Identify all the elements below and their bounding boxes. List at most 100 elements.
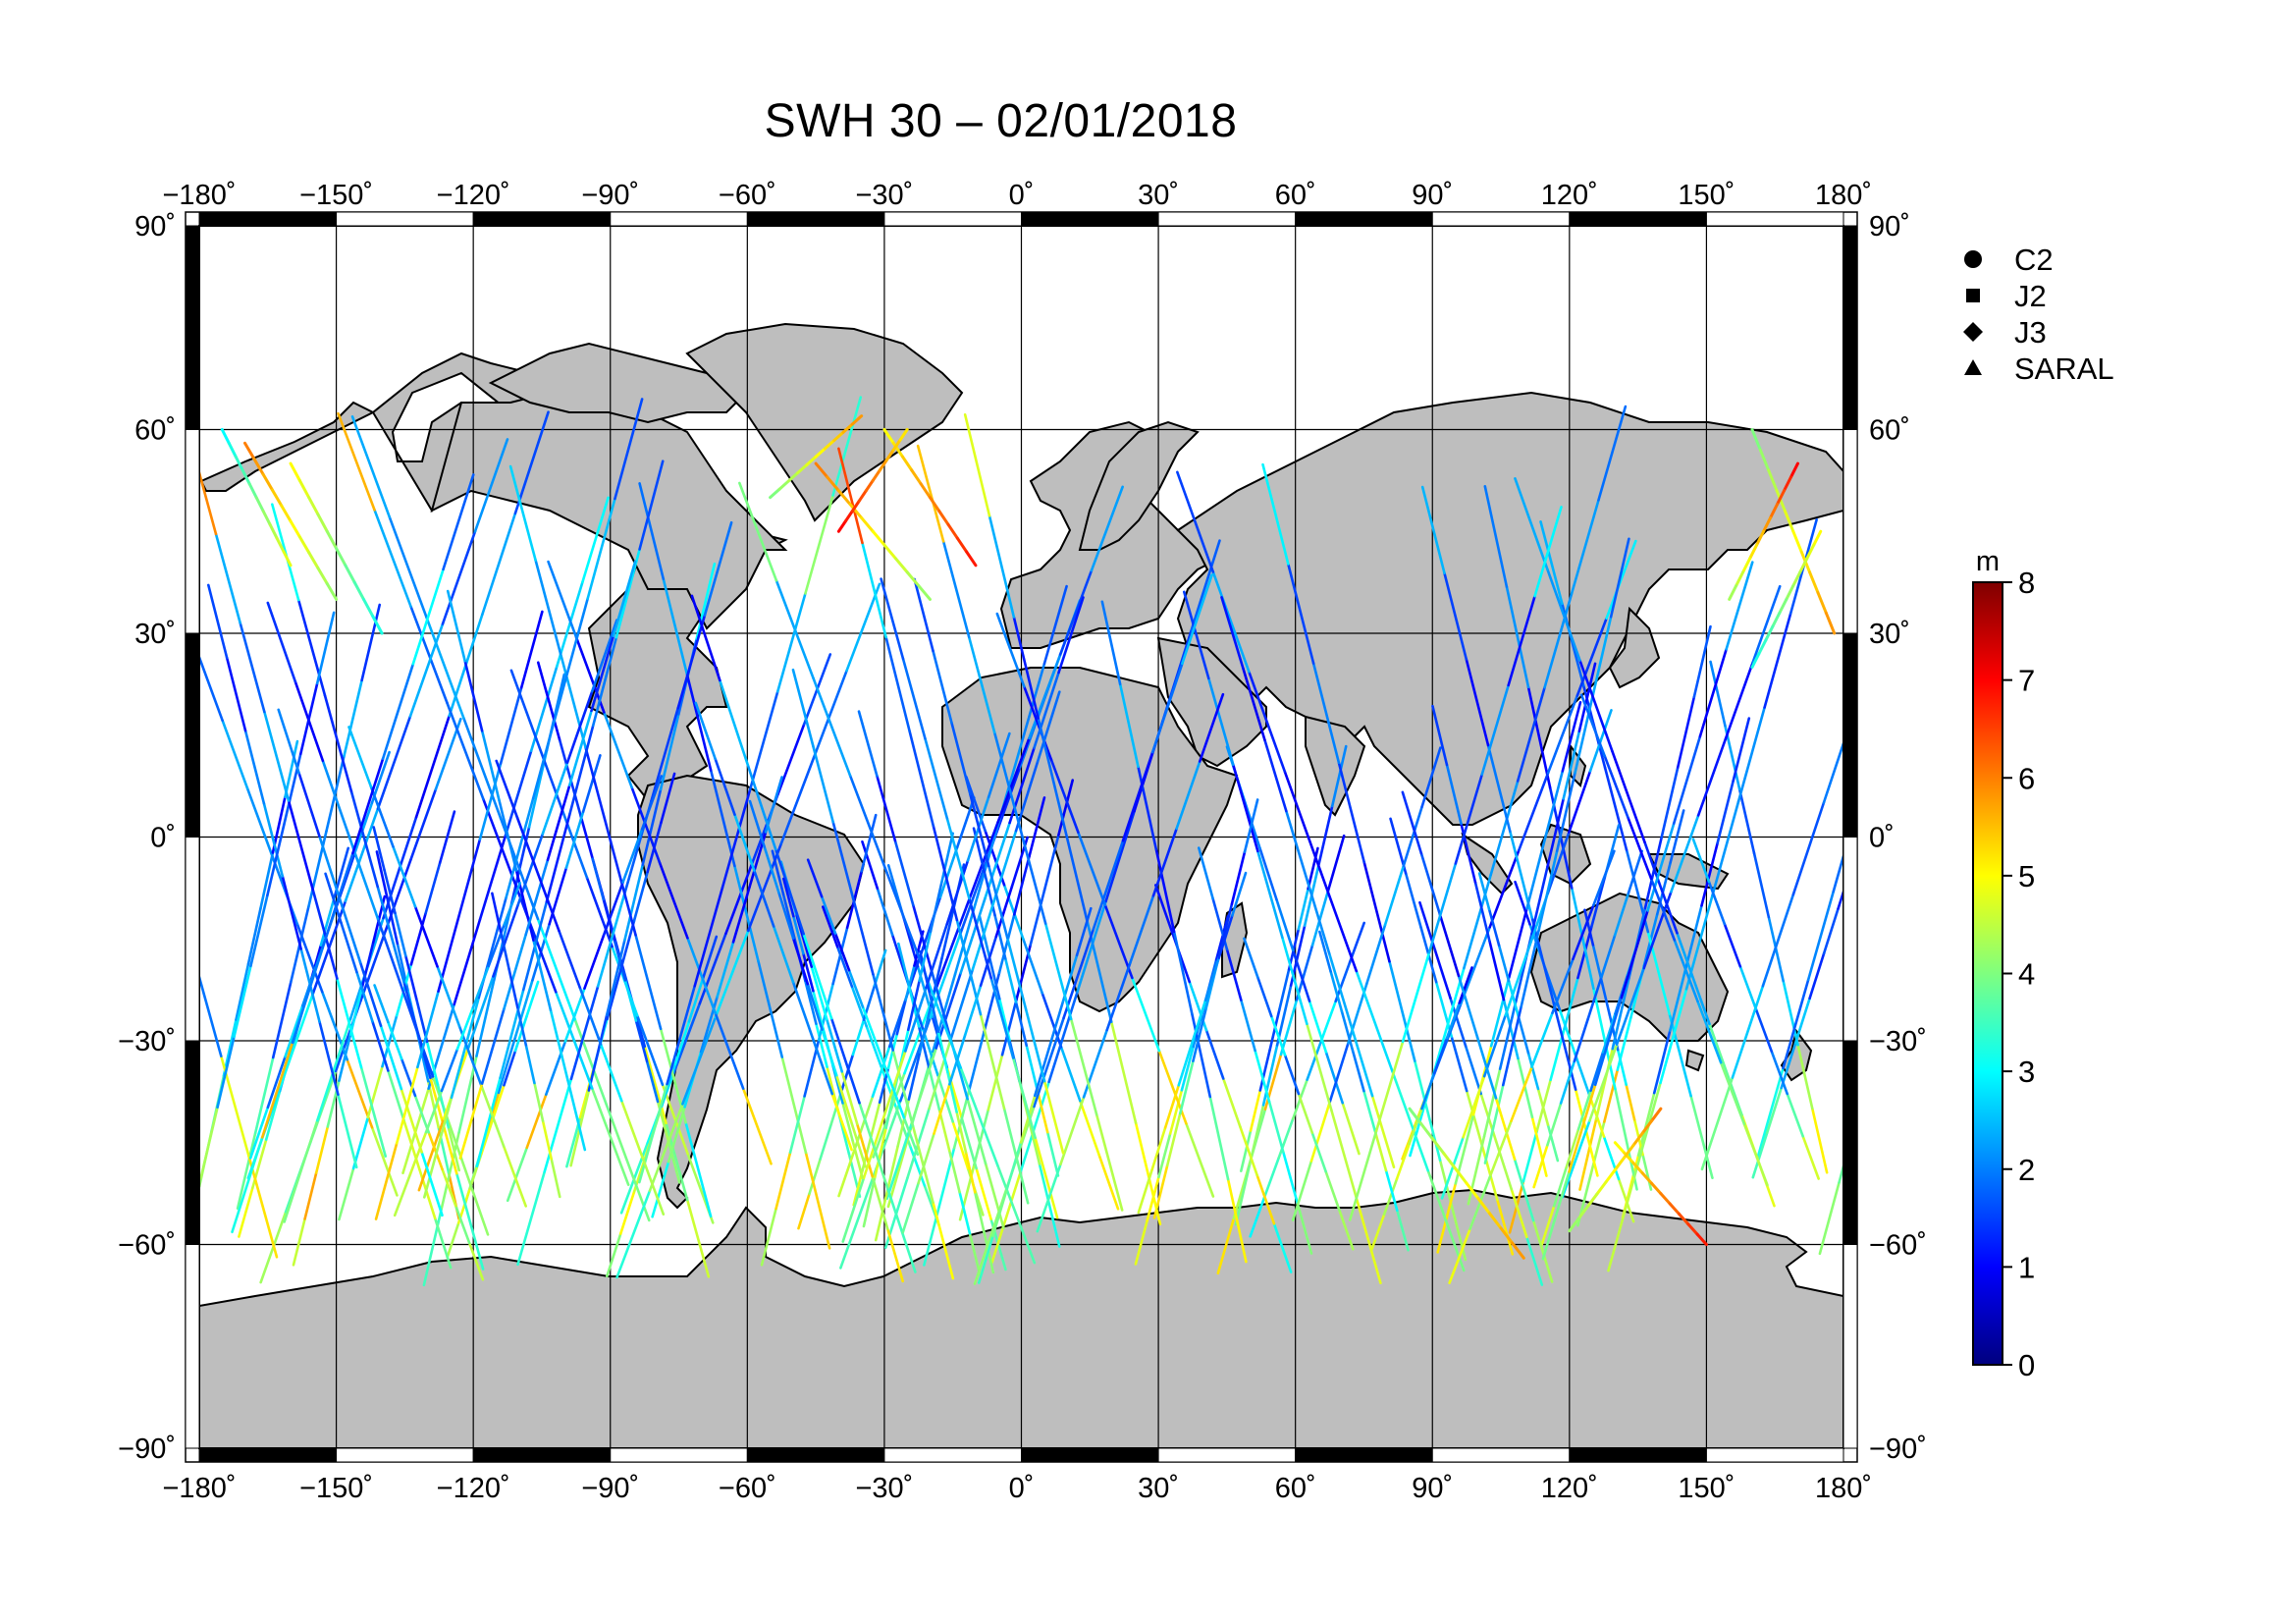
track-segment (482, 797, 521, 897)
track-segment (394, 911, 407, 957)
track-segment (298, 681, 319, 756)
track-segment (1650, 1181, 1663, 1196)
track-segment (1383, 864, 1406, 927)
track-segment (1652, 1029, 1672, 1095)
track-segment (977, 1234, 994, 1284)
track-segment (348, 838, 380, 920)
track-segment (1239, 1125, 1259, 1177)
track-segment (932, 824, 959, 922)
track-segment (350, 415, 392, 518)
track-segment (351, 757, 385, 855)
track-segment (958, 1190, 972, 1235)
track-segment (1062, 928, 1095, 1020)
track-segment (904, 964, 916, 1001)
track-segment (337, 1093, 358, 1169)
track-segment (417, 1117, 446, 1192)
track-segment (849, 1119, 867, 1168)
track-segment (1047, 990, 1079, 1084)
track-segment (880, 577, 905, 661)
track-segment (1832, 851, 1843, 893)
lat-tick-label-right: −30˚ (1869, 1026, 1927, 1057)
track-segment (997, 997, 1011, 1042)
track-segment (1438, 1159, 1468, 1262)
track-segment (463, 659, 484, 732)
track-segment (1178, 1059, 1195, 1115)
track-segment (918, 930, 933, 983)
track-segment (1327, 951, 1353, 1026)
track-segment (335, 547, 347, 568)
track-segment (1261, 1044, 1279, 1107)
track-segment (1008, 746, 1036, 825)
track-segment (222, 1018, 238, 1077)
track-segment (247, 482, 258, 500)
track-segment (955, 796, 976, 849)
track-segment (1785, 584, 1795, 601)
track-segment (774, 847, 805, 936)
frame-bar-bottom (1431, 1447, 1571, 1463)
track-segment (1816, 591, 1828, 615)
track-segment (1059, 1045, 1082, 1103)
tasmania (1684, 1049, 1705, 1072)
track-segment (467, 1241, 485, 1281)
legend-label: SARAL (2014, 352, 2114, 386)
track-segment (958, 849, 991, 936)
track-segment (724, 862, 754, 936)
track-segment (804, 494, 834, 595)
track-segment (303, 1171, 318, 1220)
track-segment (1561, 1119, 1591, 1199)
track-segment (1268, 1008, 1281, 1052)
track-segment (992, 730, 1022, 830)
track-segment (1262, 1157, 1280, 1199)
track-segment (731, 886, 751, 944)
track-segment (1408, 1107, 1423, 1146)
lat-tick-label-right: 60˚ (1869, 415, 1910, 447)
track-segment (1669, 809, 1685, 864)
frame-bar-top (1021, 211, 1159, 227)
track-segment (1012, 854, 1031, 916)
track-segment (536, 661, 561, 741)
track-segment (1708, 1022, 1743, 1116)
track-segment (491, 892, 503, 933)
track-segment (876, 775, 897, 842)
track-segment (1546, 831, 1571, 895)
track-segment (928, 1038, 952, 1110)
track-segment (997, 913, 1016, 975)
track-segment (1577, 662, 1597, 732)
track-segment (424, 861, 442, 915)
track-segment (1620, 909, 1649, 1000)
track-segment (433, 1217, 453, 1270)
track-segment (1047, 1001, 1065, 1051)
track-segment (857, 710, 879, 778)
track-segment (1018, 826, 1047, 925)
track-segment (1576, 1205, 1589, 1220)
track-segment (338, 1033, 352, 1083)
track-segment (823, 439, 836, 451)
track-segment (1793, 997, 1811, 1045)
track-segment (1454, 1166, 1468, 1185)
lon-tick-label-bottom: 180˚ (1815, 1473, 1872, 1504)
track-segment (940, 910, 955, 960)
track-segment (559, 652, 587, 749)
track-segment (1511, 1241, 1525, 1260)
lon-tick-label-bottom: −30˚ (855, 1473, 913, 1504)
track-segment (847, 968, 865, 1009)
frame-bar-right (1842, 837, 1858, 1042)
track-segment (1154, 847, 1176, 934)
track-segment (1082, 1028, 1109, 1099)
track-segment (990, 1170, 1022, 1264)
frame-bar-bottom (1157, 1447, 1297, 1463)
track-segment (1593, 996, 1624, 1087)
track-segment (775, 592, 807, 693)
track-segment (1445, 763, 1463, 826)
track-segment (318, 835, 342, 901)
track-segment (1458, 966, 1473, 1004)
track-segment (1129, 894, 1155, 964)
track-segment (1758, 448, 1771, 472)
track-segment (590, 634, 615, 713)
track-segment (280, 504, 293, 523)
track-segment (1465, 1181, 1480, 1200)
track-segment (1150, 662, 1184, 754)
track-segment (666, 984, 697, 1086)
track-segment (812, 676, 852, 778)
track-segment (1954, 684, 1974, 755)
